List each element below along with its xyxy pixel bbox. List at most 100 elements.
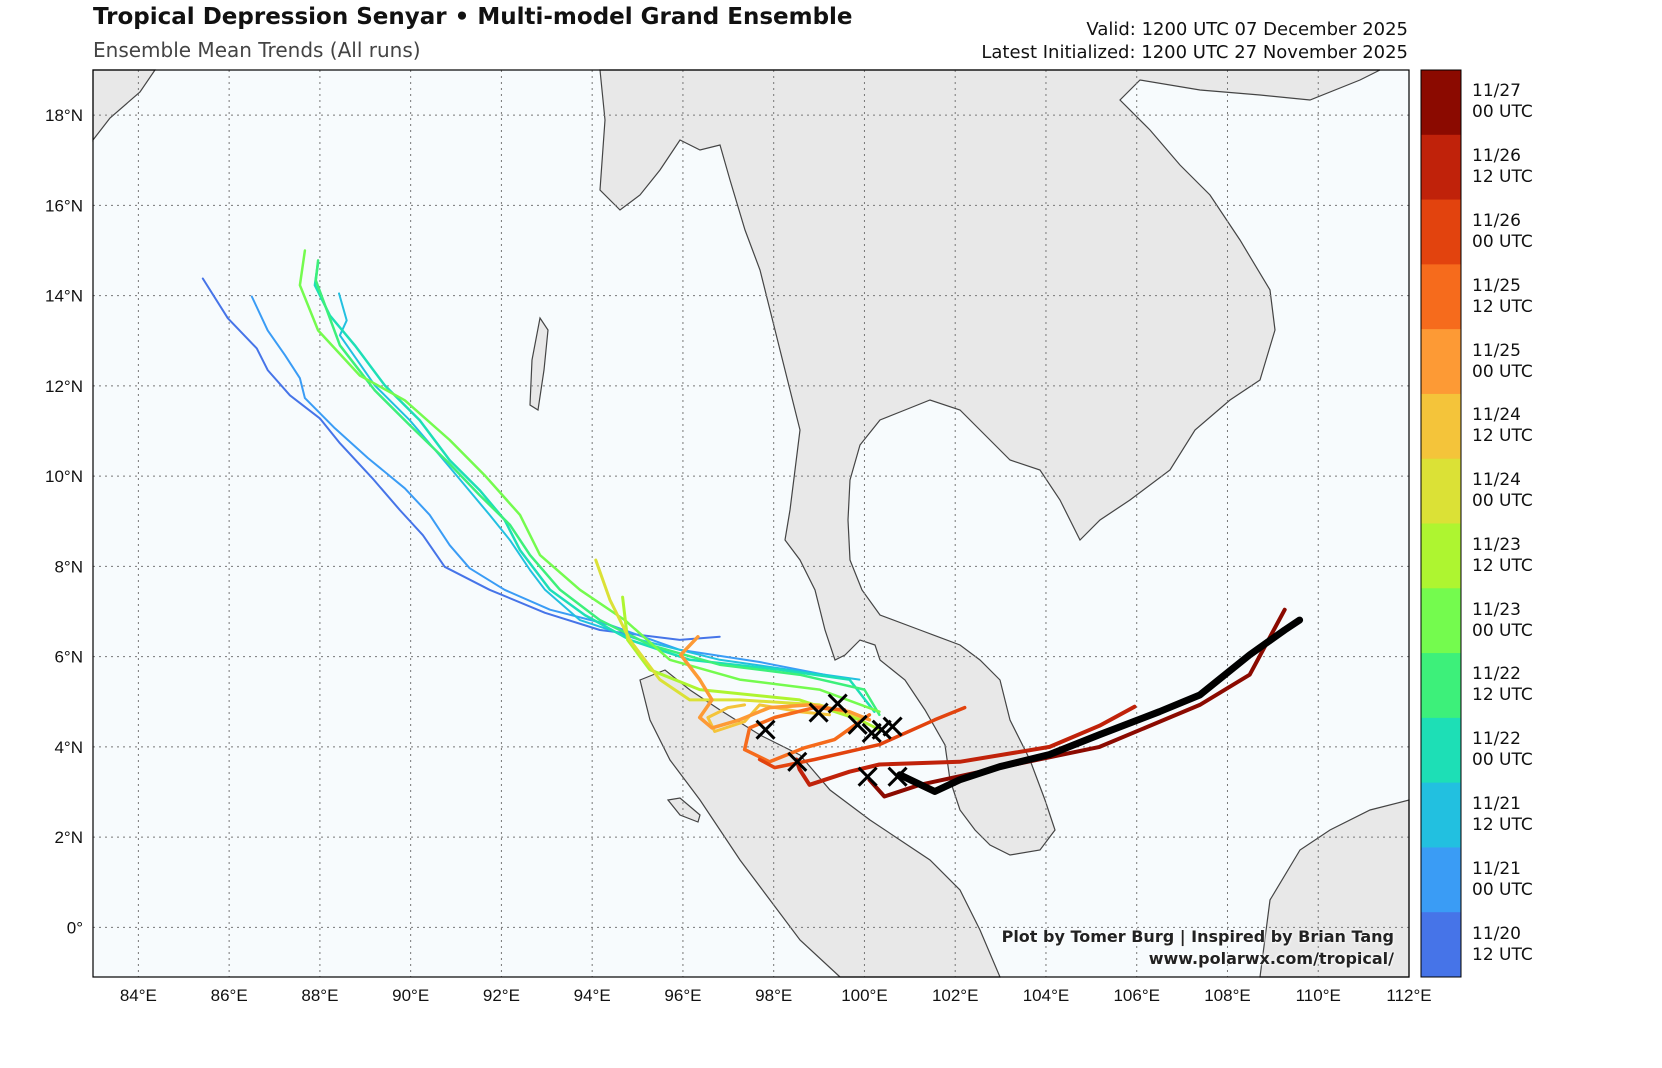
colorbar-date: 11/21 xyxy=(1472,858,1521,879)
colorbar-label: 11/26 12 UTC xyxy=(1472,146,1533,188)
colorbar xyxy=(1420,69,1462,978)
lon-tick-label: 96°E xyxy=(664,986,701,1005)
colorbar-swatch xyxy=(1421,134,1461,201)
lat-tick-label: 6°N xyxy=(54,648,83,667)
colorbar-swatch xyxy=(1421,653,1461,719)
colorbar-label: 11/25 12 UTC xyxy=(1472,276,1533,318)
colorbar-label: 11/24 12 UTC xyxy=(1472,405,1533,447)
lon-tick-label: 98°E xyxy=(755,986,792,1005)
ensemble-mean-track xyxy=(896,616,1304,795)
colorbar-swatch xyxy=(1421,264,1461,330)
ensemble-track xyxy=(201,277,721,641)
lon-tick-label: 84°E xyxy=(120,986,157,1005)
x-marker xyxy=(857,766,878,787)
ensemble-track xyxy=(314,259,881,717)
colorbar-label: 11/22 00 UTC xyxy=(1472,729,1533,771)
page-title: Tropical Depression Senyar • Multi-model… xyxy=(93,4,853,30)
ensemble-track xyxy=(298,249,881,713)
colorbar-hour: 00 UTC xyxy=(1472,102,1533,123)
lat-tick-label: 2°N xyxy=(54,828,83,847)
colorbar-swatch xyxy=(1421,393,1461,460)
lon-tick-label: 94°E xyxy=(574,986,611,1005)
x-marker xyxy=(755,719,776,740)
lon-tick-label: 112°E xyxy=(1386,986,1431,1005)
lat-tick-label: 4°N xyxy=(54,738,83,757)
colorbar-hour: 12 UTC xyxy=(1472,167,1533,188)
colorbar-swatch xyxy=(1421,912,1461,978)
colorbar-hour: 12 UTC xyxy=(1472,426,1533,447)
lat-tick-label: 16°N xyxy=(45,196,83,215)
colorbar-date: 11/22 xyxy=(1472,729,1521,750)
colorbar-date: 11/24 xyxy=(1472,470,1521,491)
colorbar-frame xyxy=(1420,69,1462,978)
colorbar-date: 11/24 xyxy=(1472,405,1521,426)
final-position-markers xyxy=(755,693,908,787)
colorbar-date: 11/25 xyxy=(1472,340,1521,361)
credit-line: Plot by Tomer Burg | Inspired by Brian T… xyxy=(1001,927,1394,946)
colorbar-hour: 00 UTC xyxy=(1472,750,1533,771)
colorbar-hour: 12 UTC xyxy=(1472,685,1533,706)
ensemble-track xyxy=(794,704,1137,787)
lon-tick-label: 86°E xyxy=(211,986,248,1005)
colorbar-date: 11/23 xyxy=(1472,599,1521,620)
ensemble-track xyxy=(338,292,861,681)
colorbar-hour: 00 UTC xyxy=(1472,361,1533,382)
colorbar-swatch xyxy=(1421,458,1461,524)
colorbar-swatch xyxy=(1421,523,1461,589)
colorbar-hour: 00 UTC xyxy=(1472,879,1533,900)
colorbar-label: 11/21 12 UTC xyxy=(1472,794,1533,836)
colorbar-hour: 12 UTC xyxy=(1472,944,1533,965)
colorbar-label: 11/26 00 UTC xyxy=(1472,211,1533,253)
lon-tick-label: 102°E xyxy=(932,986,979,1005)
colorbar-hour: 00 UTC xyxy=(1472,620,1533,641)
lon-tick-label: 110°E xyxy=(1296,986,1341,1005)
colorbar-swatch xyxy=(1421,329,1461,395)
x-marker xyxy=(808,702,829,723)
x-marker xyxy=(847,714,868,735)
colorbar-date: 11/25 xyxy=(1472,275,1521,296)
colorbar-swatch xyxy=(1421,847,1461,913)
lat-tick-label: 10°N xyxy=(45,467,83,486)
colorbar-label: 11/25 00 UTC xyxy=(1472,341,1533,383)
lat-tick-label: 18°N xyxy=(45,106,83,125)
lat-tick-label: 14°N xyxy=(45,287,83,306)
ensemble-track xyxy=(742,705,872,764)
lat-tick-label: 0° xyxy=(67,918,83,937)
colorbar-date: 11/27 xyxy=(1472,81,1521,102)
colorbar-label: 11/27 00 UTC xyxy=(1472,81,1533,123)
colorbar-swatch xyxy=(1421,70,1461,136)
colorbar-date: 11/22 xyxy=(1472,664,1521,685)
ensemble-track xyxy=(250,295,826,676)
colorbar-date: 11/21 xyxy=(1472,794,1521,815)
credit-url: www.polarwx.com/tropical/ xyxy=(1148,949,1394,968)
colorbar-hour: 00 UTC xyxy=(1472,231,1533,252)
colorbar-swatch xyxy=(1421,588,1461,654)
colorbar-label: 11/22 12 UTC xyxy=(1472,664,1533,706)
x-marker xyxy=(887,766,908,787)
colorbar-date: 11/26 xyxy=(1472,210,1521,231)
colorbar-date: 11/20 xyxy=(1472,923,1521,944)
map-frame xyxy=(92,69,1410,978)
colorbar-date: 11/23 xyxy=(1472,534,1521,555)
lon-tick-label: 108°E xyxy=(1204,986,1251,1005)
mainland-southeast-asia xyxy=(599,69,1381,856)
colorbar-label: 11/23 00 UTC xyxy=(1472,600,1533,642)
colorbar-swatch xyxy=(1421,199,1461,265)
colorbar-label: 11/23 12 UTC xyxy=(1472,535,1533,577)
lat-tick-label: 8°N xyxy=(54,557,83,576)
init-time: Latest Initialized: 1200 UTC 27 November… xyxy=(981,42,1408,63)
graticule xyxy=(93,70,1409,977)
colorbar-hour: 12 UTC xyxy=(1472,815,1533,836)
colorbar-label: 11/24 00 UTC xyxy=(1472,470,1533,512)
colorbar-swatch xyxy=(1421,782,1461,848)
subtitle: Ensemble Mean Trends (All runs) xyxy=(93,38,421,62)
lon-tick-label: 104°E xyxy=(1023,986,1070,1005)
colorbar-hour: 00 UTC xyxy=(1472,491,1533,512)
nias-island xyxy=(666,797,701,823)
valid-time: Valid: 1200 UTC 07 December 2025 xyxy=(1086,19,1408,40)
colorbar-hour: 12 UTC xyxy=(1472,296,1533,317)
lon-tick-label: 106°E xyxy=(1113,986,1160,1005)
colorbar-date: 11/26 xyxy=(1472,146,1521,167)
